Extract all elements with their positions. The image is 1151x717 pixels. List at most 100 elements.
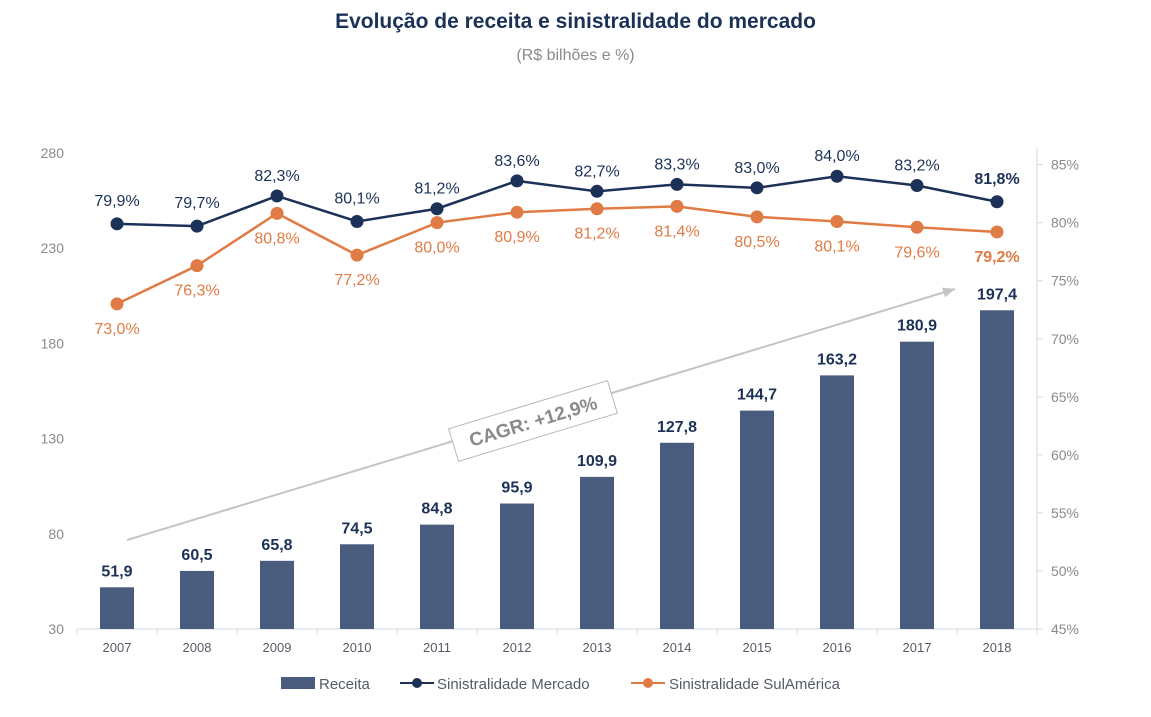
bar-data-label: 180,9 <box>897 318 937 335</box>
line-series <box>110 169 1004 311</box>
bar-data-label: 197,4 <box>977 286 1017 303</box>
sulamerica-line <box>116 205 998 306</box>
sulamerica-point <box>990 225 1004 239</box>
bar-data-label: 127,8 <box>657 419 697 436</box>
y-left-tick-label: 280 <box>41 145 65 161</box>
sulamerica-point <box>190 259 204 273</box>
legend-receita-label: Receita <box>319 676 371 693</box>
bar-receita <box>740 410 774 629</box>
bar-data-label: 51,9 <box>101 563 132 580</box>
cagr-box-frame <box>448 380 618 462</box>
sulamerica-point <box>830 214 844 228</box>
y-right-tick-label: 65% <box>1051 389 1079 405</box>
sulamerica-point <box>350 248 364 262</box>
sulamerica-point <box>750 210 764 224</box>
mercado-point <box>830 169 844 183</box>
sulamerica-data-label: 73,0% <box>94 321 139 338</box>
x-tick-label: 2010 <box>343 640 372 655</box>
y-left-tick-label: 230 <box>41 240 65 256</box>
bar-data-label: 74,5 <box>341 520 372 537</box>
mercado-point <box>430 202 444 216</box>
y-left-tick-label: 30 <box>48 621 64 637</box>
mercado-line <box>116 174 998 228</box>
x-tick-label: 2015 <box>743 640 772 655</box>
sulamerica-data-label: 80,1% <box>814 238 859 255</box>
sulamerica-point <box>430 216 444 230</box>
legend-receita-swatch <box>281 677 315 689</box>
y-right-tick-label: 55% <box>1051 505 1079 521</box>
y-right-tick-label: 85% <box>1051 157 1079 173</box>
sulamerica-point <box>270 206 284 220</box>
mercado-data-label: 79,7% <box>174 195 219 212</box>
sulamerica-point <box>110 297 124 311</box>
legend-sulamerica-label: Sinistralidade SulAmérica <box>669 676 841 693</box>
mercado-point <box>190 219 204 233</box>
sulamerica-data-label: 79,6% <box>894 244 939 261</box>
bar-receita <box>900 341 934 629</box>
mercado-point <box>670 177 684 191</box>
mercado-point <box>110 217 124 231</box>
bar-receita <box>180 570 214 629</box>
y-right-tick-label: 60% <box>1051 447 1079 463</box>
sulamerica-point <box>510 205 524 219</box>
axes: 30 80 130 180 230 280 45% 50% 55% 60% 65% 70% 75% 80%… <box>41 145 1079 655</box>
x-tick-label: 2016 <box>823 640 852 655</box>
mercado-data-label: 81,2% <box>414 181 459 198</box>
legend-mercado-marker <box>412 678 422 688</box>
legend: Receita Sinistralidade Mercado Sinistralid… <box>281 676 841 693</box>
sulamerica-data-label: 80,8% <box>254 230 299 247</box>
x-tick-label: 2007 <box>103 640 132 655</box>
y-left-tick-label: 180 <box>41 335 65 351</box>
chart-title: Evolução de receita e sinistralidade do … <box>335 10 816 33</box>
mercado-point <box>990 195 1004 209</box>
x-tick-label: 2012 <box>503 640 532 655</box>
y-right-tick-label: 45% <box>1051 621 1079 637</box>
x-tick-label: 2009 <box>263 640 292 655</box>
x-tick-label: 2013 <box>583 640 612 655</box>
mercado-point <box>350 214 364 228</box>
mercado-data-label: 83,0% <box>734 160 779 177</box>
bar-receita <box>660 442 694 629</box>
y-right-tick-label: 75% <box>1051 273 1079 289</box>
sulamerica-point <box>910 220 924 234</box>
mercado-data-label: 83,3% <box>654 156 699 173</box>
bar-data-label: 144,7 <box>737 387 777 404</box>
sulamerica-data-label: 76,3% <box>174 283 219 300</box>
mercado-point <box>910 179 924 193</box>
mercado-data-label: 83,6% <box>494 153 539 170</box>
mercado-data-label: 82,7% <box>574 163 619 180</box>
bar-data-label: 163,2 <box>817 351 857 368</box>
sulamerica-data-label: 81,2% <box>574 226 619 243</box>
mercado-point <box>750 181 764 195</box>
sulamerica-data-label: 77,2% <box>334 272 379 289</box>
mercado-data-label: 83,2% <box>894 158 939 175</box>
sulamerica-point <box>670 199 684 213</box>
bar-series <box>100 310 1014 629</box>
bar-receita <box>420 524 454 629</box>
y-left-tick-label: 130 <box>41 431 65 447</box>
bar-receita <box>100 587 134 629</box>
y-right-tick-label: 80% <box>1051 215 1079 231</box>
bar-data-label: 84,8 <box>421 501 452 518</box>
cagr-arrow-head <box>942 287 955 298</box>
bar-data-label: 109,9 <box>577 453 617 470</box>
sulamerica-data-label: 80,0% <box>414 240 459 257</box>
bar-data-label: 65,8 <box>261 537 292 554</box>
cagr-box: CAGR: +12,9% <box>448 380 618 462</box>
mercado-data-label: 82,3% <box>254 168 299 185</box>
sulamerica-data-label: 81,4% <box>654 223 699 240</box>
mercado-data-label: 84,0% <box>814 148 859 165</box>
mercado-point <box>590 184 604 198</box>
bar-receita <box>580 476 614 629</box>
bar-receita <box>340 544 374 629</box>
x-tick-label: 2008 <box>183 640 212 655</box>
x-tick-label: 2018 <box>983 640 1012 655</box>
chart-subtitle: (R$ bilhões e %) <box>516 47 635 64</box>
mercado-data-label: 80,1% <box>334 190 379 207</box>
y-right-tick-label: 70% <box>1051 331 1079 347</box>
data-labels: 51,9 60,5 65,8 74,5 84,8 95,9 109,9 127,8 144,7 1… <box>94 148 1019 580</box>
bar-receita <box>820 375 854 629</box>
x-tick-label: 2011 <box>423 640 451 655</box>
sulamerica-data-label: 79,2% <box>974 249 1019 266</box>
